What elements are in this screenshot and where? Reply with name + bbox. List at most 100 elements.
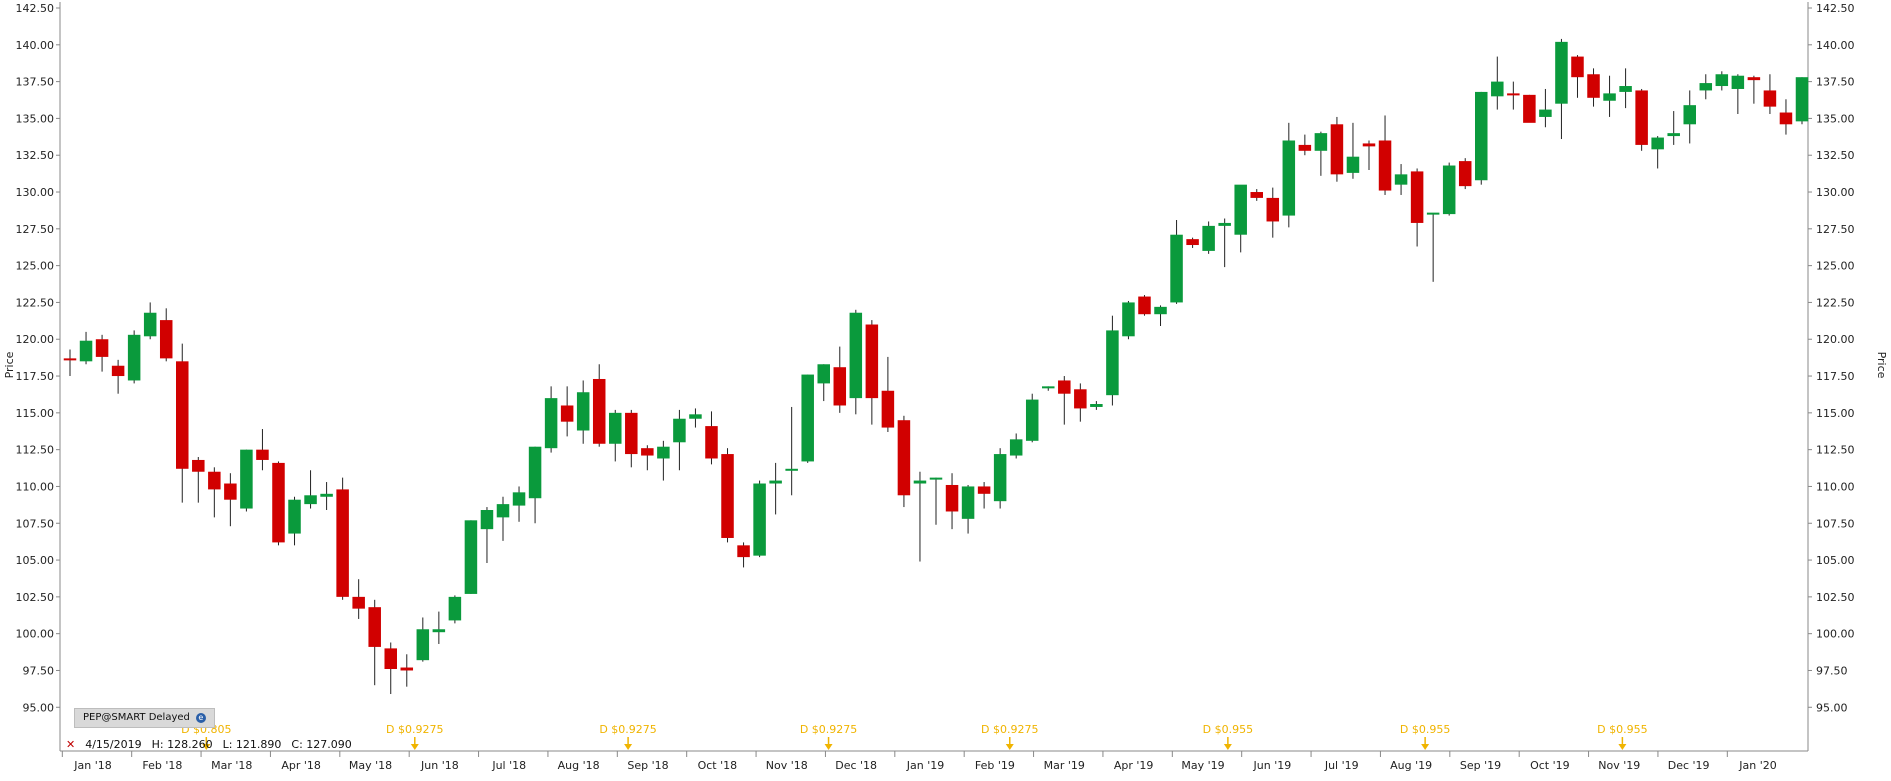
candles-layer (63, 38, 1809, 695)
x-tick-label: May '19 (1181, 759, 1224, 772)
y-tick-label-left: 127.50 (16, 223, 55, 236)
candle-up (1154, 306, 1167, 315)
x-tick-label: Nov '18 (766, 759, 808, 772)
dividend-arrow-icon (410, 744, 419, 750)
candle-down (977, 486, 991, 494)
y-tick-label-right: 140.00 (1816, 39, 1855, 52)
y-tick-label-left: 140.00 (16, 39, 55, 52)
x-tick-label: Jan '20 (1738, 759, 1776, 772)
candle-down (1507, 93, 1520, 96)
x-tick-label: Nov '19 (1598, 759, 1640, 772)
candle-up (240, 449, 253, 509)
x-tick-label: Apr '19 (1114, 759, 1154, 772)
candle-up (1795, 77, 1809, 122)
x-tick-label: Jul '18 (491, 759, 526, 772)
candle-up (576, 392, 590, 431)
dividend-arrow-icon (1005, 744, 1014, 750)
candle-down (352, 596, 365, 609)
candle-up (657, 446, 670, 459)
x-tick-label: Dec '18 (835, 759, 877, 772)
candle-down (224, 483, 237, 500)
candle-up (1346, 156, 1360, 173)
candle-up (512, 492, 526, 506)
dividend-arrow-icon (1421, 744, 1430, 750)
candle-down (945, 484, 959, 512)
candle-up (288, 499, 301, 534)
dividend-arrow-icon (824, 744, 833, 750)
candle-up (1218, 222, 1231, 226)
candle-up (544, 398, 558, 449)
y-tick-label-right: 95.00 (1816, 701, 1848, 714)
candle-up (1234, 184, 1247, 235)
y-tick-label-right: 142.50 (1816, 2, 1855, 15)
candle-down (336, 489, 349, 597)
candle-up (1170, 234, 1183, 303)
candle-up (673, 418, 686, 443)
candle-up (929, 477, 943, 480)
y-tick-label-right: 100.00 (1816, 628, 1855, 641)
candle-down (1266, 197, 1280, 222)
ohlc-info-bar: ✕ 4/15/2019 H: 128.260 L: 121.890 C: 127… (66, 738, 352, 751)
candle-up (1475, 91, 1488, 181)
candle-up (1603, 93, 1616, 101)
candle-up (785, 468, 798, 471)
candle-up (1683, 105, 1696, 125)
close-icon[interactable]: ✕ (66, 738, 76, 751)
y-tick-label-left: 135.00 (16, 112, 55, 125)
candle-up (127, 334, 141, 381)
candle-down (1330, 124, 1344, 175)
y-tick-label-right: 112.50 (1816, 444, 1855, 457)
x-tick-label: Dec '19 (1668, 759, 1710, 772)
y-tick-label-right: 132.50 (1816, 149, 1855, 162)
symbol-badge[interactable]: PEP@SMART Delayed e (74, 708, 215, 728)
info-high: H: 128.260 (151, 738, 213, 751)
candle-down (1779, 112, 1793, 125)
x-tick-label: Jun '18 (420, 759, 459, 772)
candle-down (1458, 161, 1472, 187)
y-axis-label-right: Price (1875, 352, 1888, 379)
candle-up (1282, 140, 1296, 216)
candle-down (705, 426, 718, 459)
candle-up (1025, 399, 1039, 441)
dividend-label: D $0.955 (1400, 723, 1450, 736)
x-tick-label: Apr '18 (281, 759, 321, 772)
candle-down (1250, 192, 1263, 198)
y-axis-right: 95.00 97.50 100.00 102.50 105.00 107.50 110.00… (1808, 2, 1855, 714)
y-tick-label-left: 122.50 (16, 296, 55, 309)
y-tick-label-right: 115.00 (1816, 407, 1855, 420)
candle-up (849, 312, 863, 399)
x-tick-label: Jun '19 (1253, 759, 1292, 772)
y-tick-label-left: 97.50 (23, 664, 55, 677)
candle-down (111, 365, 125, 377)
y-tick-label-left: 142.50 (16, 2, 55, 15)
candle-up (1619, 86, 1632, 92)
x-tick-label: Sep '19 (1460, 759, 1501, 772)
y-tick-label-right: 102.50 (1816, 591, 1855, 604)
candle-down (1587, 74, 1600, 98)
y-tick-label-right: 117.50 (1816, 370, 1855, 383)
candle-down (384, 648, 397, 670)
candle-down (592, 378, 606, 444)
candle-down (641, 448, 654, 456)
candle-down (1747, 77, 1761, 81)
candle-down (400, 667, 414, 671)
y-tick-label-left: 107.50 (16, 517, 55, 530)
candle-down (737, 545, 750, 558)
candle-up (143, 312, 157, 337)
candle-up (416, 629, 430, 661)
candle-down (1186, 239, 1199, 246)
x-tick-label: Jul '19 (1324, 759, 1359, 772)
globe-icon[interactable]: e (195, 713, 206, 723)
y-tick-label-right: 125.00 (1816, 260, 1855, 273)
y-tick-label-right: 137.50 (1816, 76, 1855, 89)
candle-up (432, 629, 446, 633)
candle-down (881, 390, 895, 428)
candle-up (961, 486, 975, 519)
y-tick-label-left: 115.00 (16, 407, 55, 420)
candle-up (496, 504, 510, 518)
y-tick-label-left: 102.50 (16, 591, 55, 604)
y-tick-label-right: 120.00 (1816, 333, 1855, 346)
candle-down (721, 454, 734, 538)
